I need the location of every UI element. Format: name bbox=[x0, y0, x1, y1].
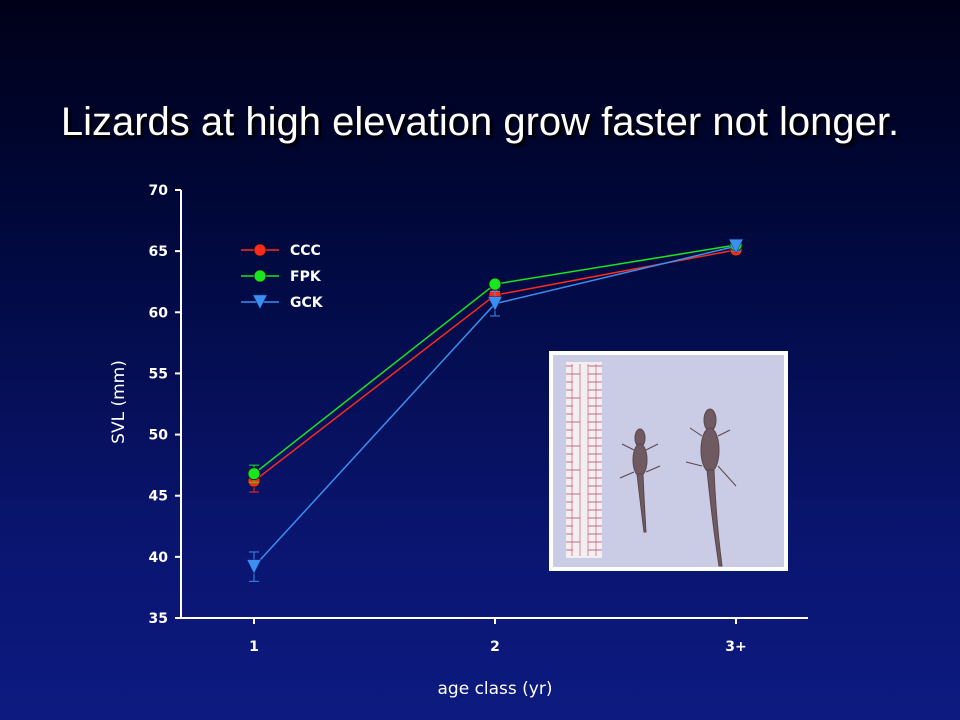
data-point bbox=[488, 277, 502, 291]
y-tick-label: 45 bbox=[149, 489, 168, 505]
y-tick-label: 55 bbox=[149, 366, 168, 382]
y-tick-label: 70 bbox=[149, 183, 169, 199]
y-tick-label: 65 bbox=[149, 244, 168, 260]
y-tick-label: 50 bbox=[149, 428, 169, 444]
legend: CCC FPK GCK bbox=[241, 243, 324, 311]
x-axis-label: age class (yr) bbox=[438, 679, 553, 699]
legend-marker bbox=[253, 243, 267, 257]
x-tick-label: 3+ bbox=[725, 639, 746, 655]
series-gck bbox=[246, 239, 744, 582]
y-tick-label: 35 bbox=[149, 611, 168, 627]
ruler-icon bbox=[566, 362, 602, 558]
small-lizard-icon bbox=[619, 428, 661, 533]
y-axis-label: SVL (mm) bbox=[109, 360, 129, 444]
data-point bbox=[728, 239, 744, 254]
lizard-photo bbox=[549, 351, 788, 571]
data-point bbox=[246, 559, 262, 575]
slide-title: Lizards at high elevation grow faster no… bbox=[60, 100, 900, 144]
legend-marker bbox=[253, 269, 267, 283]
legend-marker bbox=[252, 294, 268, 310]
y-tick-label: 40 bbox=[149, 550, 169, 566]
legend-label: FPK bbox=[290, 269, 322, 285]
data-point bbox=[247, 467, 261, 481]
legend-label: GCK bbox=[290, 295, 324, 311]
x-tick-label: 1 bbox=[249, 639, 259, 655]
x-tick-label: 2 bbox=[490, 639, 500, 655]
data-point bbox=[487, 296, 503, 312]
legend-label: CCC bbox=[290, 243, 321, 259]
series-fpk bbox=[247, 238, 743, 483]
y-tick-label: 60 bbox=[149, 305, 169, 321]
large-lizard-icon bbox=[685, 408, 737, 567]
